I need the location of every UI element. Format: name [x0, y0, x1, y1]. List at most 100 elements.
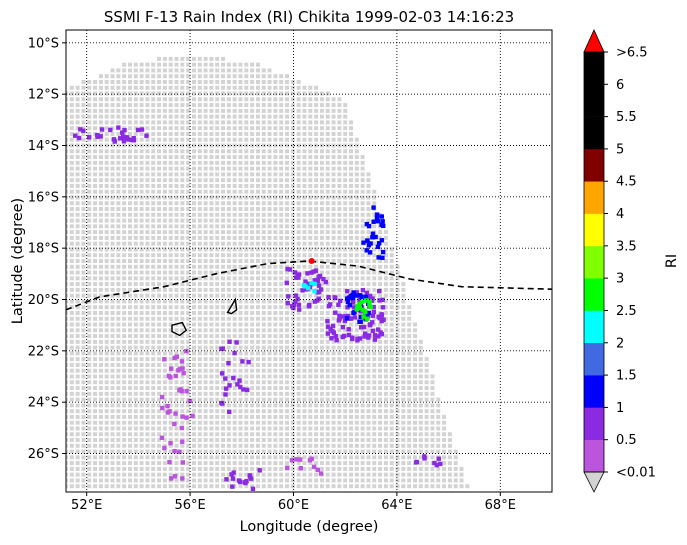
- no-rain-cell: [331, 432, 336, 437]
- no-rain-cell: [87, 345, 92, 350]
- no-rain-cell: [366, 409, 371, 414]
- no-rain-cell: [145, 235, 150, 240]
- no-rain-cell: [337, 287, 342, 292]
- no-rain-cell: [447, 466, 452, 471]
- no-rain-cell: [267, 103, 272, 108]
- no-rain-cell: [197, 74, 202, 79]
- no-rain-cell: [127, 420, 132, 425]
- no-rain-cell: [360, 351, 365, 356]
- no-rain-cell: [232, 62, 237, 67]
- no-rain-cell: [273, 461, 278, 466]
- no-rain-cell: [209, 432, 214, 437]
- no-rain-cell: [273, 316, 278, 321]
- no-rain-cell: [209, 478, 214, 483]
- no-rain-cell: [75, 97, 80, 102]
- no-rain-cell: [221, 466, 226, 471]
- no-rain-cell: [221, 97, 226, 102]
- rain-cell: [361, 314, 366, 319]
- no-rain-cell: [325, 409, 330, 414]
- no-rain-cell: [191, 120, 196, 125]
- no-rain-cell: [279, 334, 284, 339]
- no-rain-cell: [343, 114, 348, 119]
- no-rain-cell: [453, 484, 458, 489]
- no-rain-cell: [151, 247, 156, 252]
- no-rain-cell: [354, 420, 359, 425]
- no-rain-cell: [87, 149, 92, 154]
- no-rain-cell: [401, 328, 406, 333]
- no-rain-cell: [238, 455, 243, 460]
- no-rain-cell: [314, 224, 319, 229]
- no-rain-cell: [238, 357, 243, 362]
- swath-no-rain-cells: [66, 56, 470, 489]
- no-rain-cell: [255, 247, 260, 252]
- no-rain-cell: [267, 299, 272, 304]
- no-rain-cell: [151, 362, 156, 367]
- no-rain-cell: [98, 276, 103, 281]
- no-rain-cell: [151, 432, 156, 437]
- no-rain-cell: [174, 351, 179, 356]
- no-rain-cell: [98, 466, 103, 471]
- no-rain-cell: [255, 449, 260, 454]
- no-rain-cell: [372, 345, 377, 350]
- no-rain-cell: [296, 334, 301, 339]
- no-rain-cell: [337, 466, 342, 471]
- no-rain-cell: [162, 97, 167, 102]
- no-rain-cell: [418, 374, 423, 379]
- no-rain-cell: [122, 172, 127, 177]
- no-rain-cell: [186, 443, 191, 448]
- no-rain-cell: [250, 484, 255, 489]
- no-rain-cell: [360, 461, 365, 466]
- no-rain-cell: [66, 91, 68, 96]
- no-rain-cell: [238, 149, 243, 154]
- no-rain-cell: [407, 368, 412, 373]
- no-rain-cell: [383, 293, 388, 298]
- no-rain-cell: [238, 131, 243, 136]
- no-rain-cell: [69, 339, 74, 344]
- no-rain-cell: [360, 195, 365, 200]
- no-rain-cell: [232, 97, 237, 102]
- no-rain-cell: [110, 85, 115, 90]
- no-rain-cell: [255, 420, 260, 425]
- no-rain-cell: [174, 126, 179, 131]
- no-rain-cell: [343, 235, 348, 240]
- no-rain-cell: [285, 357, 290, 362]
- no-rain-cell: [255, 166, 260, 171]
- no-rain-cell: [226, 455, 231, 460]
- no-rain-cell: [343, 149, 348, 154]
- no-rain-cell: [250, 62, 255, 67]
- no-rain-cell: [122, 241, 127, 246]
- no-rain-cell: [151, 443, 156, 448]
- no-rain-cell: [285, 374, 290, 379]
- no-rain-cell: [383, 368, 388, 373]
- no-rain-cell: [290, 131, 295, 136]
- no-rain-cell: [285, 224, 290, 229]
- no-rain-cell: [232, 108, 237, 113]
- no-rain-cell: [151, 207, 156, 212]
- no-rain-cell: [75, 438, 80, 443]
- no-rain-cell: [378, 247, 383, 252]
- no-rain-cell: [127, 374, 132, 379]
- no-rain-cell: [360, 472, 365, 477]
- no-rain-cell: [203, 357, 208, 362]
- no-rain-cell: [314, 461, 319, 466]
- no-rain-cell: [337, 420, 342, 425]
- no-rain-cell: [168, 230, 173, 235]
- no-rain-cell: [197, 131, 202, 136]
- no-rain-cell: [98, 310, 103, 315]
- no-rain-cell: [319, 380, 324, 385]
- no-rain-cell: [296, 362, 301, 367]
- no-rain-cell: [174, 166, 179, 171]
- rain-cell: [179, 425, 184, 431]
- no-rain-cell: [244, 224, 249, 229]
- no-rain-cell: [127, 201, 132, 206]
- no-rain-cell: [197, 345, 202, 350]
- no-rain-cell: [331, 235, 336, 240]
- colorbar-label: RI: [664, 254, 680, 268]
- no-rain-cell: [139, 409, 144, 414]
- no-rain-cell: [168, 241, 173, 246]
- no-rain-cell: [127, 484, 132, 489]
- no-rain-cell: [372, 339, 377, 344]
- no-rain-cell: [331, 409, 336, 414]
- no-rain-cell: [285, 149, 290, 154]
- no-rain-cell: [69, 293, 74, 298]
